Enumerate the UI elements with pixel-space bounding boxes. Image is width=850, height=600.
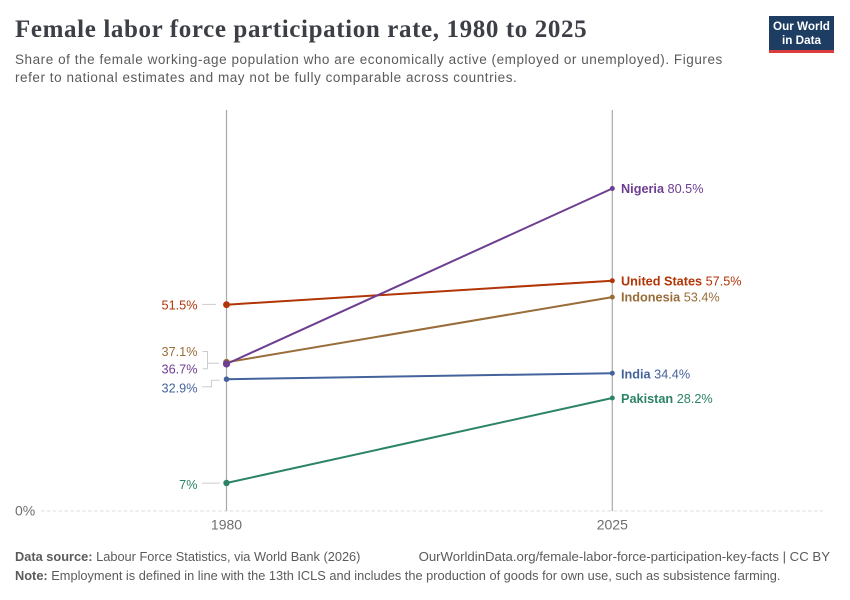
svg-text:Indonesia 53.4%: Indonesia 53.4% [621, 290, 720, 304]
svg-text:7%: 7% [179, 478, 197, 492]
svg-text:United States 57.5%: United States 57.5% [621, 274, 742, 288]
svg-text:2025: 2025 [597, 517, 628, 533]
svg-text:32.9%: 32.9% [162, 381, 198, 395]
svg-text:Pakistan 28.2%: Pakistan 28.2% [621, 392, 713, 406]
svg-text:36.7%: 36.7% [162, 363, 198, 377]
svg-text:37.1%: 37.1% [162, 345, 198, 359]
svg-text:0%: 0% [15, 503, 35, 519]
svg-text:Nigeria 80.5%: Nigeria 80.5% [621, 182, 704, 196]
svg-text:51.5%: 51.5% [162, 298, 198, 312]
svg-text:1980: 1980 [211, 517, 242, 533]
svg-text:India 34.4%: India 34.4% [621, 367, 690, 381]
